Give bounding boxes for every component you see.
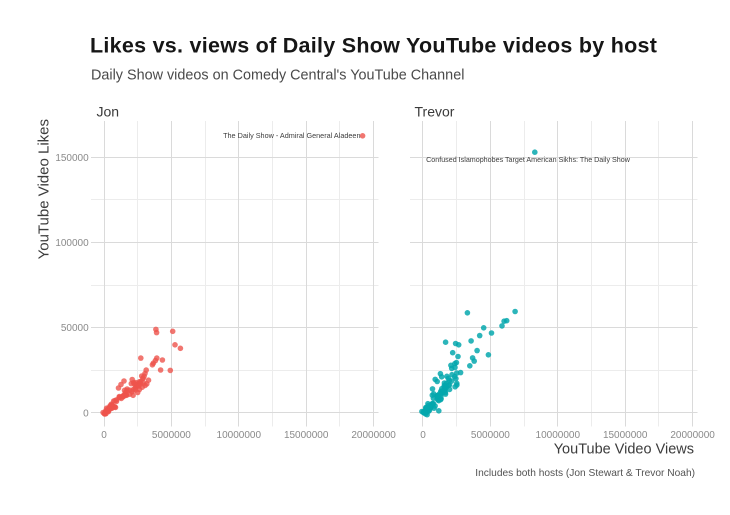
svg-text:20000000: 20000000 <box>351 430 396 441</box>
svg-text:YouTube Video Views: YouTube Video Views <box>554 442 694 458</box>
svg-text:15000000: 15000000 <box>603 430 648 441</box>
svg-text:0: 0 <box>83 408 89 419</box>
svg-text:5000000: 5000000 <box>471 430 510 441</box>
svg-text:10000000: 10000000 <box>536 430 581 441</box>
svg-text:50000: 50000 <box>61 323 89 334</box>
svg-text:100000: 100000 <box>55 238 89 249</box>
svg-text:15000000: 15000000 <box>284 430 329 441</box>
svg-text:Likes vs. views of Daily Show: Likes vs. views of Daily Show YouTube vi… <box>90 34 657 58</box>
svg-text:Trevor: Trevor <box>415 104 455 120</box>
svg-text:The Daily Show - Admiral Gener: The Daily Show - Admiral General Aladeen <box>223 131 360 140</box>
svg-text:150000: 150000 <box>55 153 89 164</box>
svg-text:10000000: 10000000 <box>217 430 262 441</box>
svg-text:Includes both hosts (Jon Stewa: Includes both hosts (Jon Stewart & Trevo… <box>475 468 695 479</box>
svg-text:Daily Show videos on Comedy Ce: Daily Show videos on Comedy Central's Yo… <box>91 68 464 84</box>
svg-text:5000000: 5000000 <box>152 430 191 441</box>
svg-text:0: 0 <box>101 430 107 441</box>
svg-text:YouTube Video Likes: YouTube Video Likes <box>36 119 53 259</box>
svg-text:0: 0 <box>420 430 426 441</box>
svg-text:Jon: Jon <box>97 104 120 120</box>
svg-text:20000000: 20000000 <box>670 430 715 441</box>
svg-text:Confused Islamophobes Target A: Confused Islamophobes Target American Si… <box>426 156 631 164</box>
